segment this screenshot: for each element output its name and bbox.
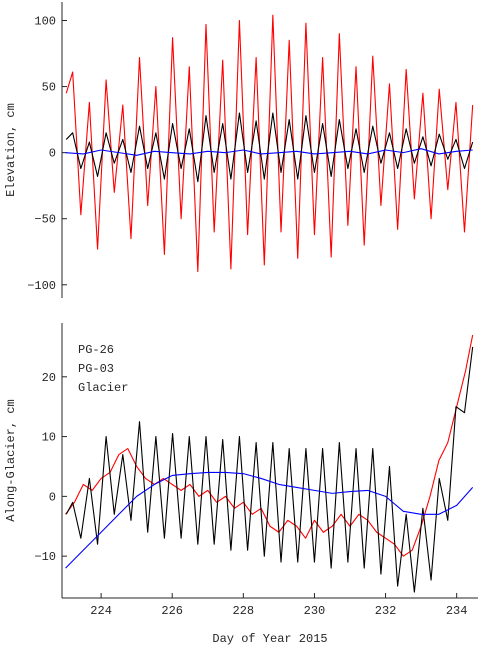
data-line [65, 148, 473, 156]
x-tick-label: 224 [90, 604, 112, 618]
data-line [65, 14, 474, 273]
y-tick-label: −10 [34, 550, 56, 564]
y-tick-label: 10 [42, 431, 56, 445]
y-tick-label: 100 [34, 15, 56, 29]
data-line [65, 346, 474, 593]
data-line [65, 334, 474, 557]
y-tick-label: 50 [42, 81, 56, 95]
legend-entry: Glacier [78, 381, 128, 395]
legend-entry: PG-26 [78, 343, 114, 357]
x-axis-label: Day of Year 2015 [212, 632, 327, 646]
x-tick-label: 226 [161, 604, 183, 618]
legend-entry: PG-03 [78, 362, 114, 376]
x-tick-label: 232 [375, 604, 397, 618]
y-tick-label: 0 [49, 490, 56, 504]
x-tick-label: 234 [446, 604, 468, 618]
y-axis-label: Along-Glacier, cm [4, 399, 18, 521]
y-axis-label: Elevation, cm [4, 103, 18, 197]
y-tick-label: 20 [42, 371, 56, 385]
x-tick-label: 230 [304, 604, 326, 618]
data-line [65, 112, 474, 183]
data-line [65, 471, 474, 569]
y-tick-label: −100 [27, 279, 56, 293]
x-tick-label: 228 [233, 604, 255, 618]
y-tick-label: 0 [49, 147, 56, 161]
y-tick-label: −50 [34, 213, 56, 227]
